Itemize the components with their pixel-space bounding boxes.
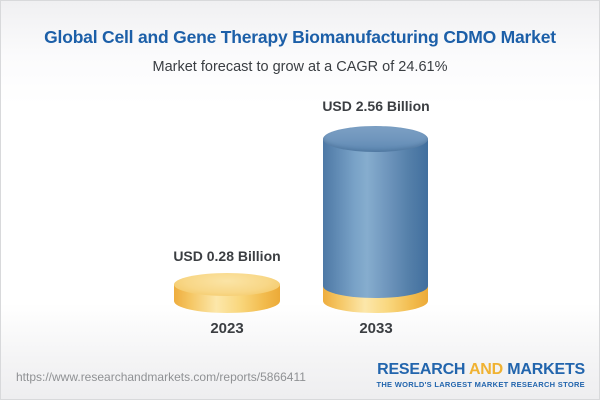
- value-label-2033: USD 2.56 Billion: [322, 98, 430, 114]
- chart-subtitle: Market forecast to grow at a CAGR of 24.…: [152, 59, 448, 75]
- report-url-link[interactable]: https://www.researchandmarkets.com/repor…: [16, 370, 306, 384]
- year-label-2033: 2033: [359, 320, 393, 337]
- value-label-2023: USD 0.28 Billion: [173, 248, 281, 264]
- cylinder-2033-top: [323, 126, 428, 152]
- logo-tagline: THE WORLD'S LARGEST MARKET RESEARCH STOR…: [376, 380, 585, 389]
- brand-logo-text: RESEARCH AND MARKETS: [376, 361, 585, 379]
- year-label-2023: 2023: [210, 320, 244, 337]
- logo-markets-text: MARKETS: [507, 361, 585, 378]
- page-title: Global Cell and Gene Therapy Biomanufact…: [44, 27, 556, 47]
- brand-logo[interactable]: RESEARCH AND MARKETS THE WORLD'S LARGEST…: [376, 361, 585, 389]
- cylinder-2023-top: [174, 273, 280, 296]
- logo-research-text: RESEARCH: [377, 361, 466, 378]
- cylinder-2033-body: [323, 139, 428, 298]
- logo-and-text: AND: [468, 361, 504, 378]
